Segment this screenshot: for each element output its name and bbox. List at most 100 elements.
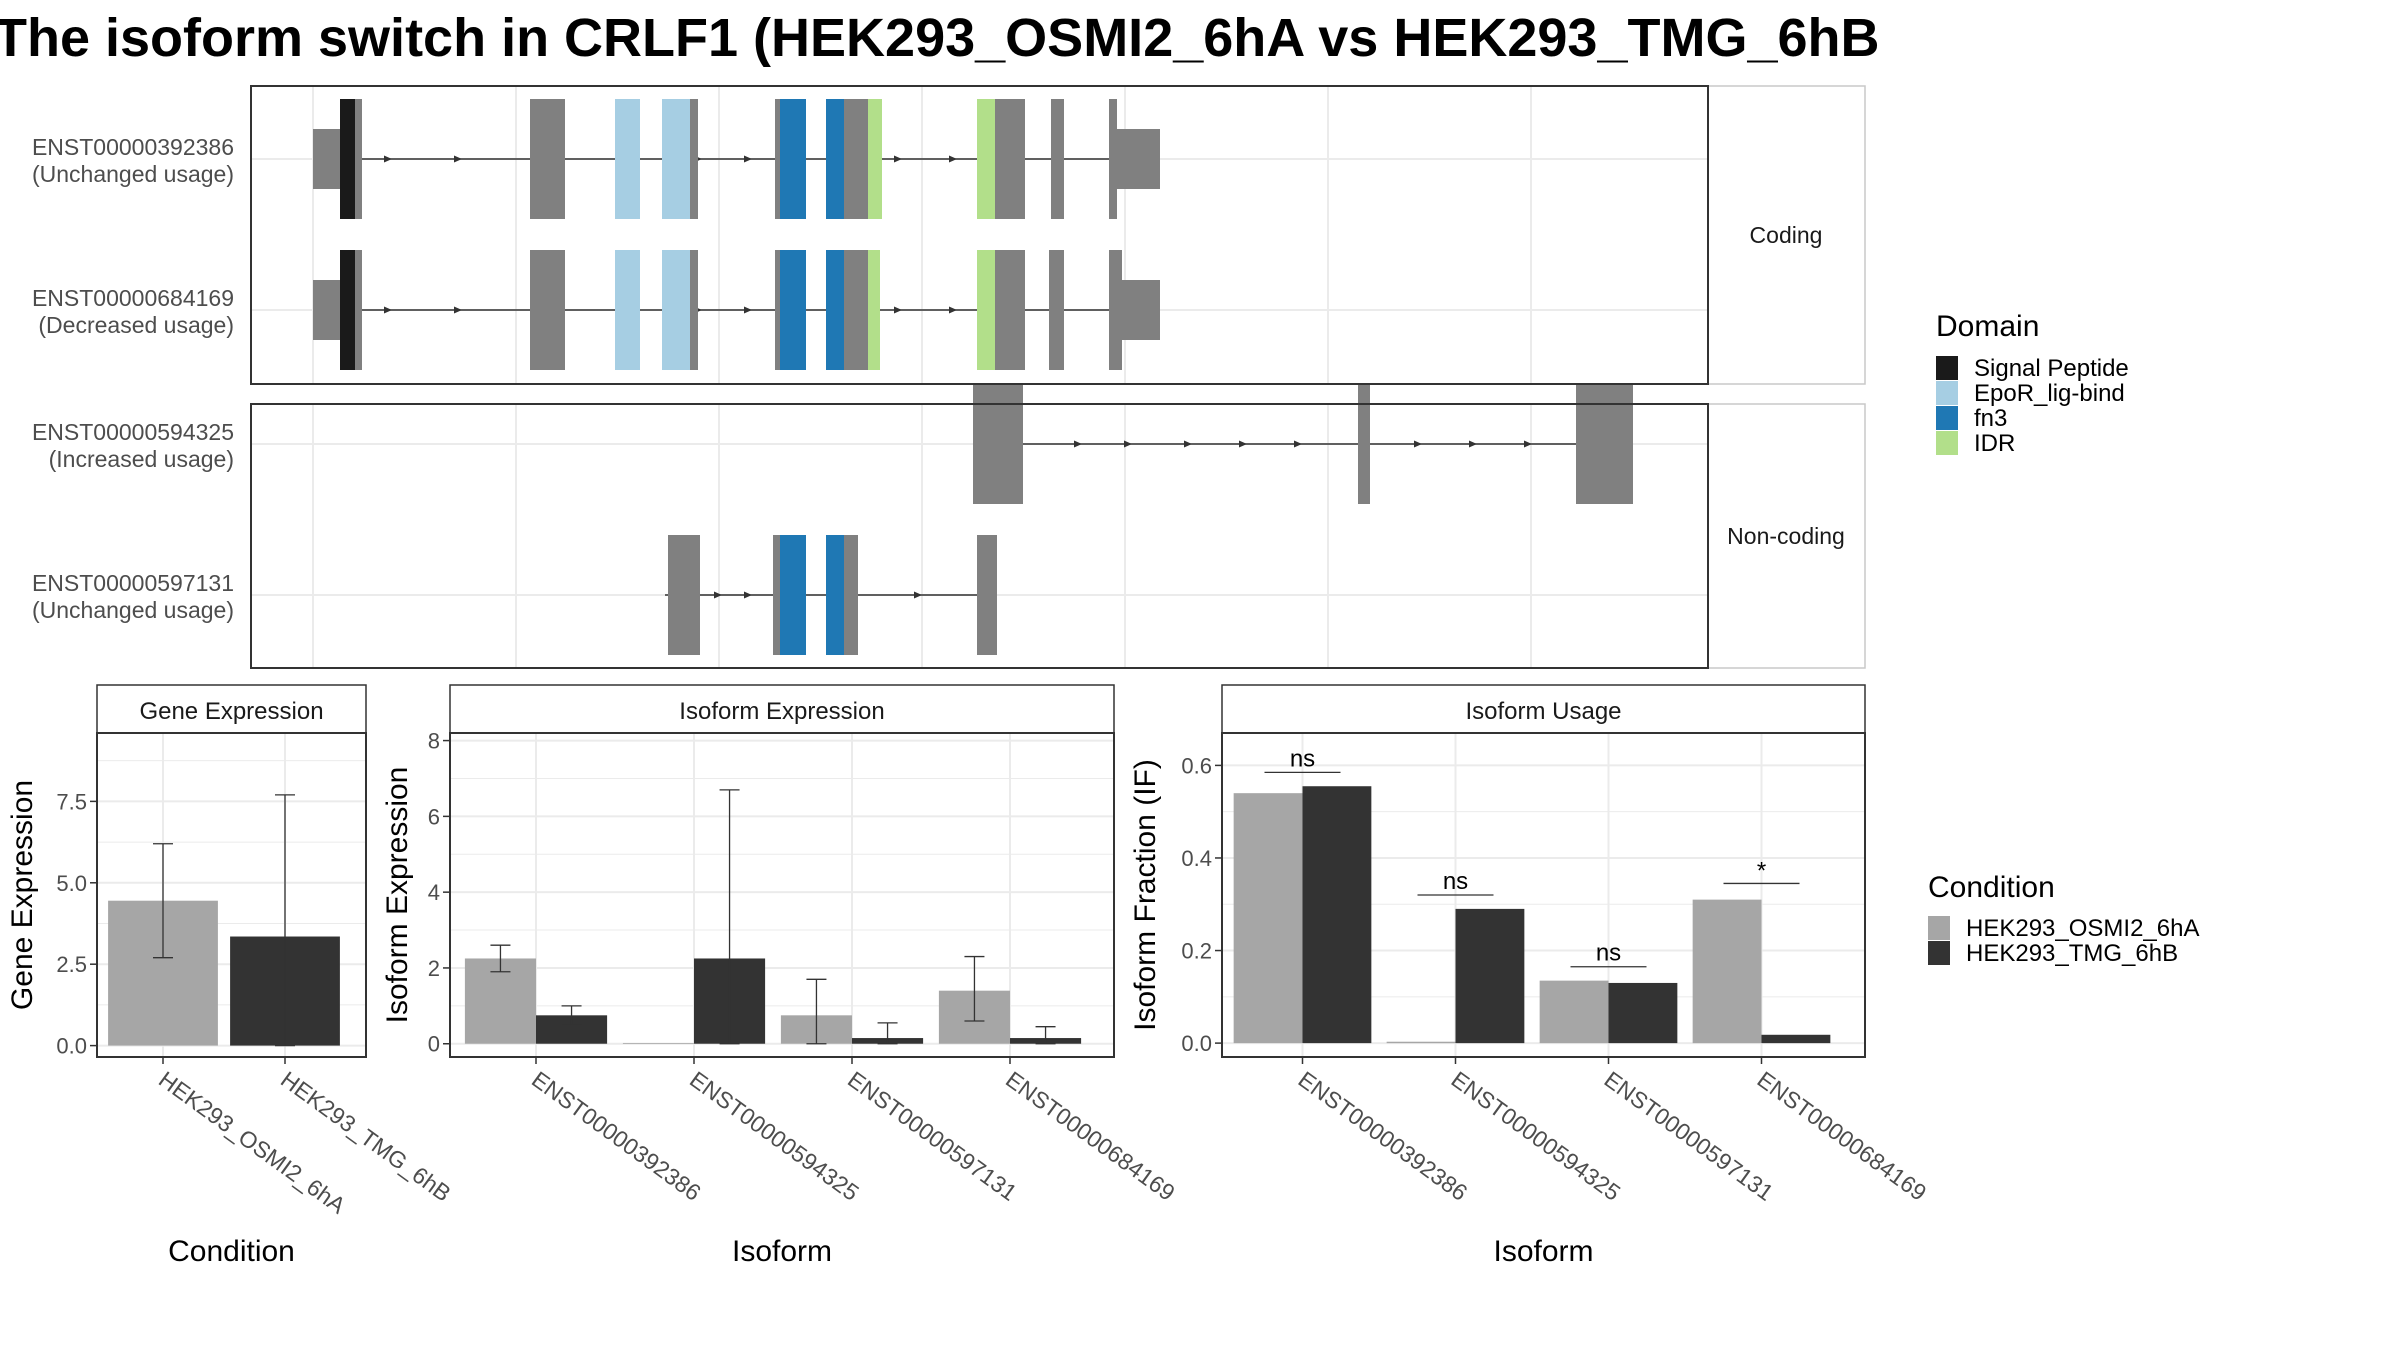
intron-arrow <box>894 306 902 314</box>
exon-utr <box>1122 280 1160 340</box>
exon-utr <box>313 129 340 189</box>
intron-arrow <box>1524 440 1532 448</box>
x-tick-label: ENST00000597131 <box>843 1066 1022 1206</box>
chart-panel-border <box>449 732 1115 1058</box>
exon-cds <box>668 535 700 655</box>
exon-fn3 <box>780 250 806 370</box>
bar <box>1539 980 1609 1044</box>
intron-arrow <box>1074 440 1082 448</box>
intron-arrow <box>1294 440 1302 448</box>
exon-cds <box>690 250 698 370</box>
isoform-usage-label: (Increased usage) <box>49 446 234 472</box>
exon-cds <box>1576 384 1633 504</box>
x-tick-label: ENST00000392386 <box>1294 1066 1473 1206</box>
domain-legend-swatch <box>1936 356 1958 380</box>
domain-legend-label: Signal Peptide <box>1974 355 2129 382</box>
intron-arrow <box>1414 440 1422 448</box>
bar <box>1761 1034 1831 1044</box>
exon-cds <box>844 250 868 370</box>
y-axis-title: Isoform Fraction (IF) <box>1129 759 1162 1031</box>
y-tick-label: 0 <box>428 1032 440 1057</box>
structure-panel-border <box>250 85 1709 385</box>
facet-label-1: Non-coding <box>1727 523 1845 549</box>
x-axis-title: Isoform <box>732 1235 832 1268</box>
exon-epor <box>662 250 690 370</box>
exon-cds <box>1109 99 1117 219</box>
intron-arrow <box>1184 440 1192 448</box>
exon-fn3 <box>826 535 844 655</box>
exon-cds <box>355 99 362 219</box>
y-tick-label: 2.5 <box>56 952 87 977</box>
isoform-id-label: ENST00000684169 <box>32 285 234 311</box>
exon-cds <box>1358 384 1370 504</box>
isoform-usage-label: (Unchanged usage) <box>32 161 234 187</box>
exon-fn3 <box>826 99 844 219</box>
bar <box>1692 899 1762 1044</box>
y-tick-label: 0.2 <box>1181 939 1212 964</box>
intron-arrow <box>454 306 462 314</box>
facet-strip <box>1707 403 1866 669</box>
y-tick-label: 0.4 <box>1181 846 1212 871</box>
intron-arrow <box>1124 440 1132 448</box>
exon-fn3 <box>780 535 806 655</box>
intron-arrow <box>744 591 752 599</box>
condition-legend-swatch <box>1928 941 1950 965</box>
intron-arrow <box>894 155 902 163</box>
exon-sp <box>340 250 355 370</box>
exon-sp <box>340 99 355 219</box>
intron-arrow <box>384 155 392 163</box>
x-axis-title: Condition <box>168 1235 295 1268</box>
bar <box>1302 786 1372 1044</box>
exon-fn3 <box>780 99 806 219</box>
intron-arrow <box>384 306 392 314</box>
exon-epor <box>615 99 640 219</box>
y-tick-label: 4 <box>428 880 440 905</box>
isoform-usage-label: (Unchanged usage) <box>32 597 234 623</box>
isoform-track-ENST00000392386 <box>313 99 1160 219</box>
exon-idr <box>868 250 880 370</box>
chart-strip <box>96 684 367 734</box>
isoform-track-ENST00000597131 <box>665 535 997 655</box>
x-tick-label: ENST00000684169 <box>1001 1066 1180 1206</box>
chart-1: Isoform Expression02468ENST00000392386EN… <box>381 684 1180 1268</box>
condition-legend-label: HEK293_OSMI2_6hA <box>1966 915 2199 942</box>
y-tick-label: 8 <box>428 729 440 754</box>
y-tick-label: 2 <box>428 956 440 981</box>
exon-cds <box>773 535 780 655</box>
chart-2: Isoform Usage ns ns ns * 0.0 0.2 0.4 0.6 ENST0000… <box>1129 684 1932 1268</box>
exon-cds <box>995 250 1025 370</box>
chart-strip <box>1221 684 1866 734</box>
x-tick-label: ENST00000684169 <box>1753 1066 1932 1206</box>
y-tick-label: 0.6 <box>1181 753 1212 778</box>
intron-arrow <box>744 155 752 163</box>
x-axis-title: Isoform <box>1493 1235 1593 1268</box>
domain-legend-swatch <box>1936 381 1958 405</box>
bar <box>622 1042 694 1044</box>
significance-label: ns <box>1596 940 1621 967</box>
domain-legend-label: EpoR_lig-bind <box>1974 380 2125 407</box>
exon-cds <box>1051 99 1064 219</box>
isoform-track-ENST00000684169 <box>313 250 1160 370</box>
isoform-id-label: ENST00000392386 <box>32 134 234 160</box>
exon-cds <box>844 99 868 219</box>
exon-cds <box>995 99 1025 219</box>
x-tick-label: ENST00000597131 <box>1600 1066 1779 1206</box>
intron-arrow <box>949 306 957 314</box>
isoform-id-label: ENST00000594325 <box>32 419 234 445</box>
exon-cds <box>973 384 1023 504</box>
y-tick-label: 0.0 <box>56 1034 87 1059</box>
chart-title: Gene Expression <box>139 698 323 725</box>
x-tick-label: ENST00000594325 <box>1447 1066 1626 1206</box>
x-tick-label: ENST00000392386 <box>527 1066 706 1206</box>
domain-legend-label: IDR <box>1974 430 2015 457</box>
exon-idr <box>977 99 995 219</box>
bar <box>1455 908 1525 1044</box>
intron-arrow <box>1239 440 1247 448</box>
bar <box>1608 982 1678 1044</box>
domain-legend-swatch <box>1936 406 1958 430</box>
intron-arrow <box>949 155 957 163</box>
x-tick-label: ENST00000594325 <box>685 1066 864 1206</box>
